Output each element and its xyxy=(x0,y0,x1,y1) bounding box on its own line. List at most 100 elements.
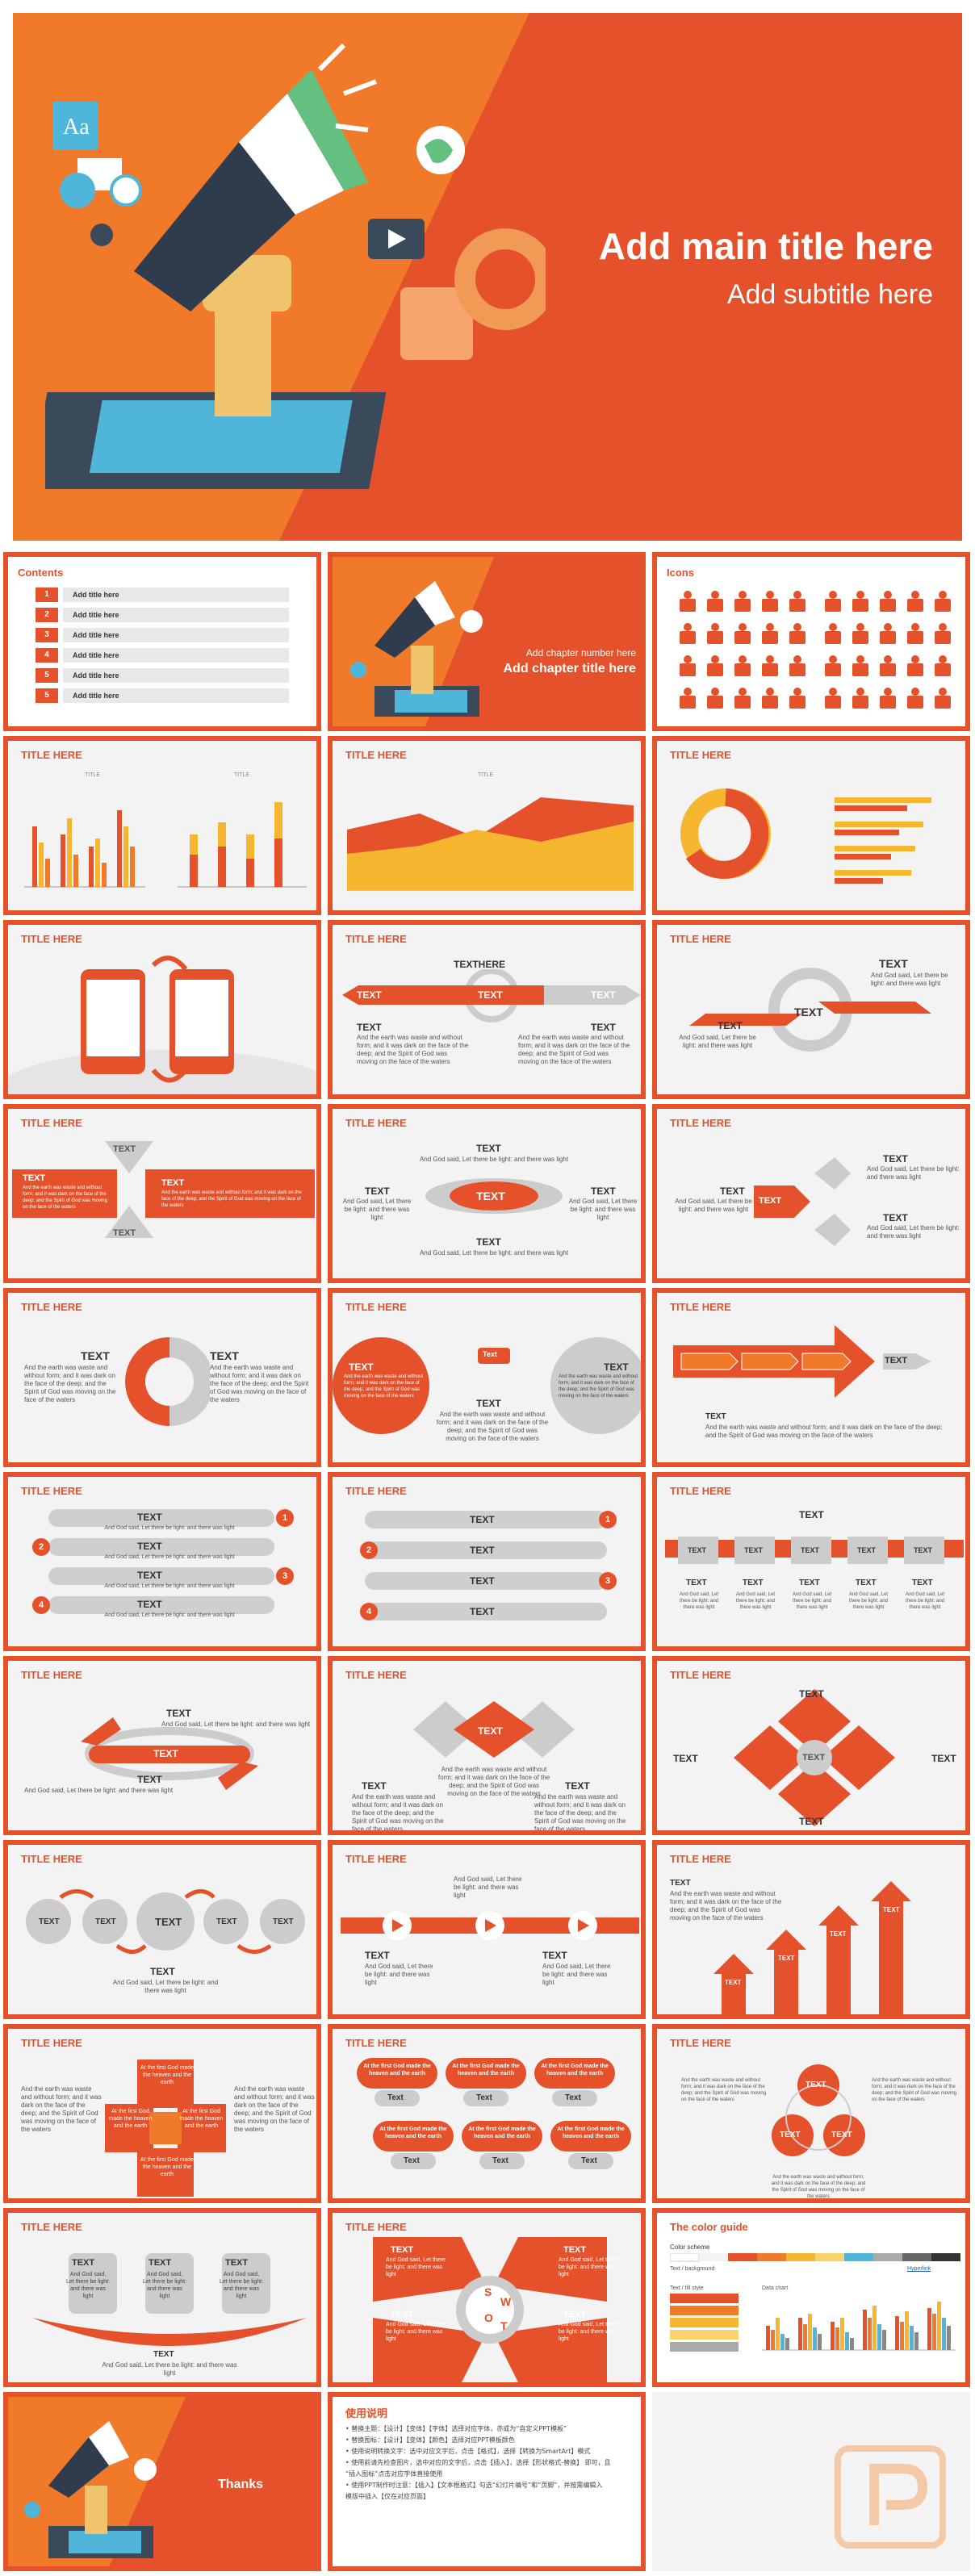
icons-heading: Icons xyxy=(667,567,694,579)
slide-donut-hbar[interactable]: TITLE HERE xyxy=(652,736,970,915)
radial-center-shape xyxy=(425,1178,563,1214)
slide-color-guide[interactable]: The color guide Color scheme Text / back… xyxy=(652,2208,970,2387)
slide-title: TITLE HERE xyxy=(670,1117,731,1129)
ribbon-tab-label: TEXT xyxy=(744,1546,764,1554)
label-left-title: TEXT xyxy=(720,1186,745,1197)
chapter-slide[interactable]: Add chapter number here Add chapter titl… xyxy=(328,552,646,731)
contents-item[interactable]: Add title here xyxy=(63,648,289,663)
placeholder-icon xyxy=(707,623,723,644)
thanks-slide[interactable]: Thanks xyxy=(3,2392,321,2571)
area-chart xyxy=(347,797,634,891)
right-circle-title: TEXT xyxy=(604,1361,629,1373)
speech-bubble-text: At the first God made the heaven and the… xyxy=(379,2126,447,2139)
instructions-slide[interactable]: 使用说明 • 替换主题：【设计】【变体】【字体】选择对应字体，亦或为“自定义PP… xyxy=(328,2392,646,2571)
slide-title: TITLE HERE xyxy=(21,2221,82,2233)
slide-big-arrow[interactable]: TITLE HERE TEXT TEXT And the earth was w… xyxy=(652,1288,970,1467)
three-circles xyxy=(772,2064,865,2156)
label-bottom-right-body: And God said, Let there be light: and th… xyxy=(867,1224,960,1240)
slide-ring-cut[interactable]: TITLE HERE TEXT And God said, Let there … xyxy=(652,920,970,1099)
donut-and-hbar-chart xyxy=(680,788,931,884)
slide-circle-chain[interactable]: TITLE HERE TEXT TEXT TEXT TEXT TEXT TEXT And… xyxy=(3,1840,321,2019)
label-left-body: And God said, Let there be light: and th… xyxy=(342,1198,412,1221)
chapter-title: Add chapter title here xyxy=(503,662,636,675)
speech-bubble xyxy=(534,2058,615,2089)
contents-slide[interactable]: Contents 1 Add title here 2 Add title here 3… xyxy=(3,552,321,731)
icon-grid xyxy=(680,591,951,709)
slide-swirl[interactable]: TITLE HERE TEXT And the earth was waste … xyxy=(3,1288,321,1467)
slide-phones[interactable]: TITLE HERE xyxy=(3,920,321,1099)
ribbon-tab xyxy=(734,1537,775,1564)
big-arrow-diagram xyxy=(673,1325,931,1398)
slide-title: TITLE HERE xyxy=(21,1301,82,1313)
bottom-body: And God said, Let there be light: and th… xyxy=(24,1787,174,1794)
slide-title: TITLE HERE xyxy=(345,933,407,945)
slide-area-chart[interactable]: TITLE HERE TITLE xyxy=(328,736,646,915)
slide-fork-arrows[interactable]: TITLE HERE TEXT And God said, Let there … xyxy=(652,1104,970,1283)
slide-title: TITLE HERE xyxy=(670,749,731,761)
placeholder-icon xyxy=(707,655,723,676)
contents-item[interactable]: Add title here xyxy=(63,668,289,683)
megaphone-illustration: Aa xyxy=(45,43,546,489)
swot-o: O xyxy=(484,2311,493,2324)
swot-quadrant-title: TEXT xyxy=(563,2245,587,2255)
slide-timeline-arrows[interactable]: TITLE HERE And God said, Let there be li… xyxy=(328,1840,646,2019)
bowl-cards xyxy=(32,2253,307,2346)
slide-numbered-pills-a[interactable]: TITLE HERE TEXT And God said, Let there b… xyxy=(3,1472,321,1651)
slide-rising-arrows[interactable]: TITLE HERE TEXT And the earth was waste … xyxy=(652,1840,970,2019)
bowl-card-title: TEXT xyxy=(225,2258,249,2268)
ring-diagram xyxy=(689,968,931,1052)
text-background-label: Text / background xyxy=(670,2266,715,2272)
placeholder-icon xyxy=(789,623,806,644)
contents-item[interactable]: Add title here xyxy=(63,688,289,703)
circle-label: TEXT xyxy=(39,1917,60,1926)
contents-item[interactable]: Add title here xyxy=(63,588,289,602)
placeholder-icon xyxy=(907,623,923,644)
placeholder-icon xyxy=(852,623,868,644)
instructions-heading: 使用说明 xyxy=(345,2407,388,2419)
slide-numbered-pills-b[interactable]: TITLE HERE TEXT 1 TEXT 2 TEXT 3 TEXT 4 xyxy=(328,1472,646,1651)
contents-item[interactable]: Add title here xyxy=(63,608,289,622)
ribbon-tab-label: TEXT xyxy=(857,1546,877,1554)
placeholder-icon xyxy=(680,688,696,709)
slide-diamond-cross[interactable]: TITLE HERE TEXT TEXT TEXT TEXT TEXT xyxy=(652,1656,970,1835)
label-bottom-title: TEXT xyxy=(476,1236,501,1248)
cover-slide[interactable]: Aa Add main title here Add subtitle here xyxy=(13,13,962,541)
chapter-megaphone-illustration xyxy=(350,581,483,717)
slide-three-circles[interactable]: TITLE HERE TEXT TEXT TEXT And the earth … xyxy=(652,2024,970,2203)
pill-bar xyxy=(48,1596,274,1614)
slide-cross-box[interactable]: TITLE HERE At the first God made the hea… xyxy=(3,2024,321,2203)
speech-bubble xyxy=(446,2058,526,2089)
watermark-slide xyxy=(652,2392,970,2571)
slide-speech-bubbles[interactable]: TITLE HERE At the first God made the hea… xyxy=(328,2024,646,2203)
icons-slide[interactable]: Icons xyxy=(652,552,970,731)
speech-bubble-tag xyxy=(552,2090,597,2106)
right-body: And the earth was waste and without form… xyxy=(872,2078,957,2102)
slide-cross-arrows[interactable]: TITLE HERE TEXT TEXT TEXT And the earth … xyxy=(3,1104,321,1283)
contents-item[interactable]: Add title here xyxy=(63,628,289,642)
color-guide-heading: The color guide xyxy=(670,2221,748,2233)
slide-bar-charts[interactable]: TITLE HERE TITLE TITLE xyxy=(3,736,321,915)
bar-chart-left xyxy=(24,810,145,888)
slide-two-circles[interactable]: TITLE HERE TEXT And the earth was waste … xyxy=(328,1288,646,1467)
slide-bowl-cards[interactable]: TITLE HERE TEXT And God said, Let there b… xyxy=(3,2208,321,2387)
label-center: TEXT xyxy=(759,1196,782,1206)
slide-title: TITLE HERE xyxy=(345,1485,407,1497)
bottom-label: TEXT xyxy=(799,1816,824,1827)
contents-number: 2 xyxy=(36,608,58,622)
slide-radial-text[interactable]: TITLE HERE TEXT And God said, Let there … xyxy=(328,1104,646,1283)
top-box-text: At the first God made the heaven and the… xyxy=(140,2065,195,2085)
placeholder-icon xyxy=(680,591,696,612)
slide-cycle-arrows[interactable]: TITLE HERE TEXT And God said, Let there … xyxy=(3,1656,321,1835)
swot-quadrant-title: TEXT xyxy=(563,2310,587,2319)
label-bottom: TEXT xyxy=(113,1228,136,1238)
pill-title: TEXT xyxy=(137,1541,162,1552)
label-top: TEXT xyxy=(113,1144,136,1154)
slide-title: TITLE HERE xyxy=(670,933,731,945)
slide-swot[interactable]: TITLE HERE S W O T TEXT And God said, Let… xyxy=(328,2208,646,2387)
slide-ribbon-tabs[interactable]: TITLE HERE TEXT TEXT TEXT And God said, Le… xyxy=(652,1472,970,1651)
center-label: TEXT xyxy=(153,1748,178,1759)
speech-bubble-tag xyxy=(463,2090,508,2106)
label-left-body: And God said, Let there be light: and th… xyxy=(675,1198,752,1213)
slide-diamond-chain[interactable]: TITLE HERE TEXT And the earth was waste … xyxy=(328,1656,646,1835)
slide-arrow-circle[interactable]: TITLE HERE TEXTHERE TEXT TEXT TEXT TEXT … xyxy=(328,920,646,1099)
